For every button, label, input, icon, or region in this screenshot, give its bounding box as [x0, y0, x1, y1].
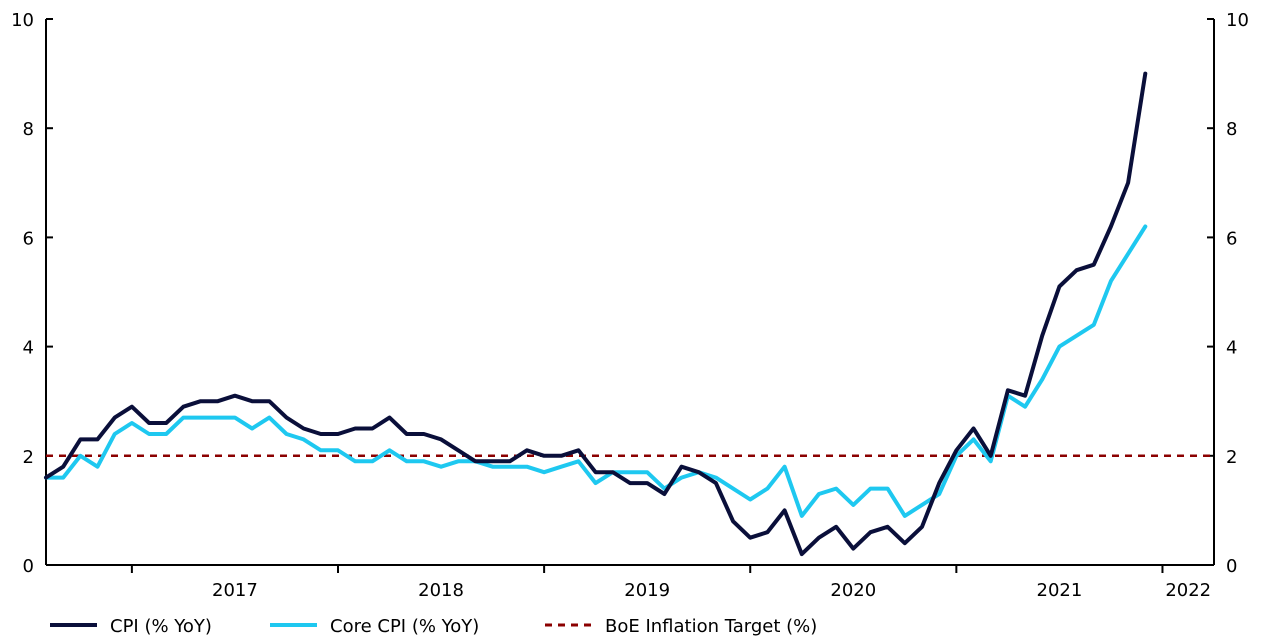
right-y-tick-label: 8 [1226, 119, 1237, 140]
core-cpi-line [44, 224, 1148, 518]
legend-label-cpi: CPI (% YoY) [110, 616, 212, 637]
x-tick-label: 2017 [212, 580, 258, 601]
ticks: 0 0 2 2 4 4 6 6 8 8 10 10 2017 2018 2019 2020 2021 2022 [11, 10, 1249, 601]
legend-label-core-cpi: Core CPI (% YoY) [330, 616, 479, 637]
x-tick-label: 2021 [1037, 580, 1083, 601]
left-y-tick-label: 8 [23, 119, 34, 140]
right-y-tick-label: 10 [1226, 10, 1249, 31]
legend-label-boe-target: BoE Inflation Target (%) [605, 616, 817, 637]
right-y-tick-label: 0 [1226, 556, 1237, 577]
series-lines [44, 71, 1214, 557]
legend: CPI (% YoY) Core CPI (% YoY) BoE Inflati… [50, 616, 817, 637]
right-y-tick-label: 6 [1226, 228, 1237, 249]
axes [45, 19, 1215, 566]
left-y-tick-label: 0 [23, 556, 34, 577]
left-y-tick-label: 2 [23, 447, 34, 468]
right-y-tick-label: 2 [1226, 447, 1237, 468]
x-tick-label: 2020 [830, 580, 876, 601]
x-tick-label: 2018 [418, 580, 464, 601]
right-y-tick-label: 4 [1226, 338, 1237, 359]
left-y-tick-label: 6 [23, 228, 34, 249]
x-tick-label: 2019 [624, 580, 670, 601]
left-y-tick-label: 10 [11, 10, 34, 31]
x-tick-label: 2022 [1165, 580, 1211, 601]
cpi-line [44, 71, 1148, 557]
left-y-tick-label: 4 [23, 338, 34, 359]
